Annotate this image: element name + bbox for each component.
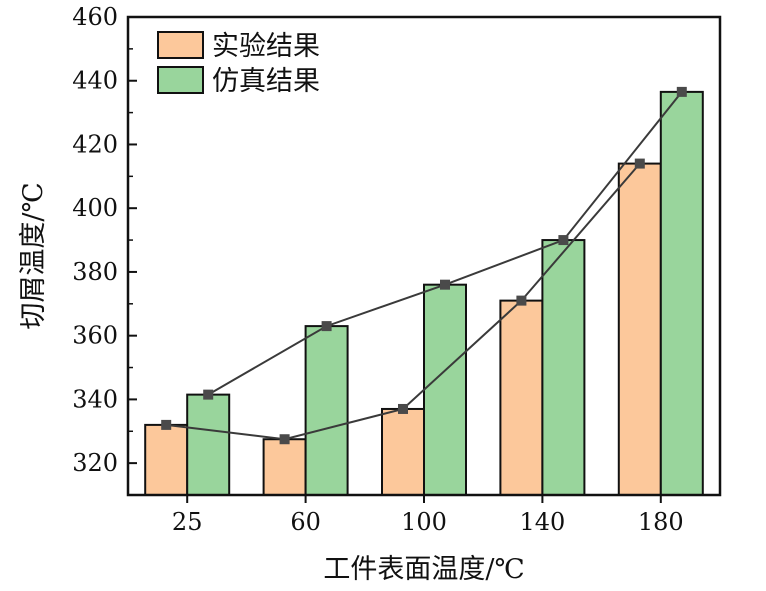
y-axis: 320 340 360 380 400 420 440 460: [72, 3, 137, 496]
y-tick-label: 440: [72, 67, 118, 95]
bar-s1-140: [499, 299, 544, 497]
point-marker-s2-100: [440, 279, 450, 290]
y-tick-label: 400: [72, 194, 118, 222]
point-marker-s1-25: [161, 419, 172, 430]
point-marker-s2-180: [676, 86, 687, 97]
y-tick-label: 320: [72, 449, 118, 477]
point-marker-s1-140: [516, 295, 527, 306]
x-tick-label: 60: [290, 508, 321, 536]
bar-s2-60: [304, 325, 349, 496]
point-marker-s1-100: [398, 403, 408, 414]
y-tick-label: 380: [72, 258, 118, 286]
point-marker-s2-60: [321, 321, 332, 332]
y-tick-label: 460: [72, 3, 118, 31]
legend-swatch-2: [157, 66, 204, 94]
bar-s2-180: [659, 90, 704, 497]
bar-s2-25: [186, 393, 231, 496]
point-marker-s1-60: [279, 434, 290, 445]
point-marker-s2-140: [558, 235, 569, 246]
y-tick-label: 360: [72, 322, 118, 350]
bar-s1-100: [381, 407, 425, 496]
legend-swatch-1: [157, 31, 204, 59]
x-tick-label: 25: [172, 508, 203, 536]
x-axis: 25 60 100 140 180: [172, 495, 684, 536]
bar-s1-180: [617, 162, 662, 496]
y-tick-label: 420: [72, 130, 118, 158]
x-tick-label: 140: [519, 508, 565, 536]
x-tick-label: 180: [638, 508, 684, 536]
bars-layer: [144, 90, 704, 497]
y-tick-label: 340: [72, 385, 118, 413]
bar-s2-140: [541, 239, 586, 496]
legend-label-1: 实验结果: [212, 31, 320, 62]
bar-s2-100: [423, 283, 467, 496]
series-lines-layer: [161, 86, 687, 445]
bar-s1-60: [262, 438, 307, 497]
point-marker-s2-25: [203, 389, 214, 400]
x-axis-title: 工件表面温度/℃: [323, 554, 524, 585]
point-marker-s1-180: [634, 158, 645, 169]
y-axis-title: 切屑温度/℃: [18, 182, 49, 329]
bar-s1-25: [144, 423, 189, 497]
legend-label-2: 仿真结果: [212, 66, 320, 97]
x-tick-label: 100: [401, 508, 447, 536]
